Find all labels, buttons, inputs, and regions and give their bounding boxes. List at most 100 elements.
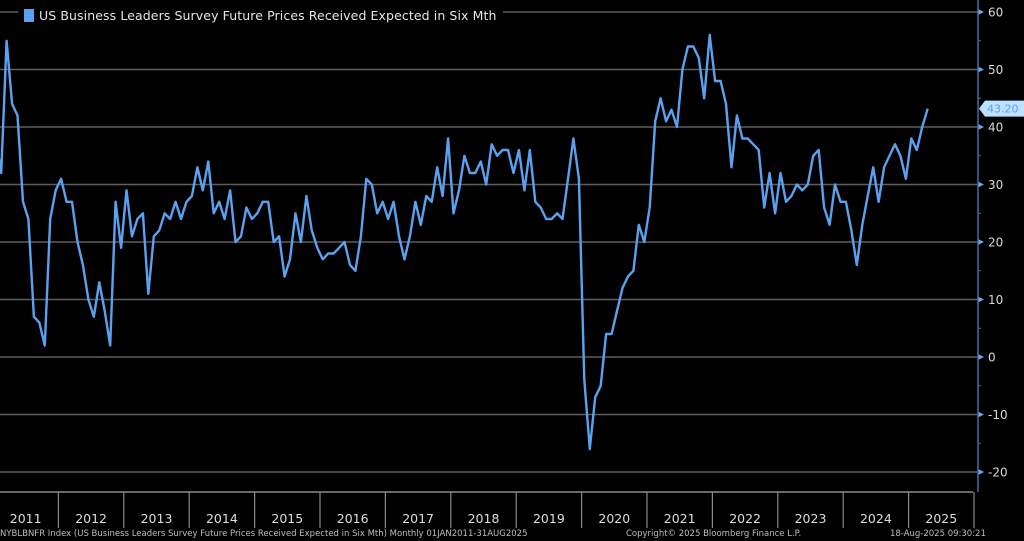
y-tick-label: 0 [988, 351, 996, 365]
data-point [496, 155, 498, 157]
y-tick-label: 20 [988, 236, 1003, 250]
data-point [6, 40, 8, 42]
data-point [169, 218, 171, 220]
data-point [300, 241, 302, 243]
y-tick-label: -10 [988, 408, 1008, 422]
data-point [262, 201, 264, 203]
y-tick-label: 30 [988, 178, 1003, 192]
data-point [88, 299, 90, 301]
y-tick-mark [978, 469, 984, 475]
data-point [524, 190, 526, 192]
data-point [682, 69, 684, 71]
y-tick-label: 40 [988, 121, 1003, 135]
data-point [693, 46, 695, 48]
y-tick-label: 10 [988, 293, 1003, 307]
data-point [246, 207, 248, 209]
data-point [818, 149, 820, 151]
data-point [327, 253, 329, 255]
data-point [420, 224, 422, 226]
data-point [753, 144, 755, 146]
data-point [409, 236, 411, 238]
data-point [257, 213, 259, 215]
x-tick-label: 2014 [206, 511, 238, 526]
data-point [736, 115, 738, 117]
data-point [131, 236, 133, 238]
data-point [349, 264, 351, 266]
data-point [714, 80, 716, 82]
data-point [11, 103, 13, 105]
data-point [191, 195, 193, 197]
data-point [774, 213, 776, 215]
data-point [622, 287, 624, 289]
data-point [883, 167, 885, 169]
data-point [927, 108, 929, 110]
data-point [398, 236, 400, 238]
series-layer [0, 33, 929, 451]
data-point [464, 155, 466, 157]
footer-timestamp: 18-Aug-2025 09:30:21 [890, 529, 986, 539]
data-point [665, 121, 667, 123]
x-tick-label: 2020 [598, 511, 630, 526]
data-point [889, 155, 891, 157]
data-point [355, 270, 357, 272]
data-point [491, 144, 493, 146]
data-point [295, 213, 297, 215]
data-point [823, 207, 825, 209]
data-point [616, 310, 618, 312]
data-point [344, 241, 346, 243]
data-point [44, 345, 46, 347]
data-point [229, 190, 231, 192]
data-point [475, 172, 477, 174]
footer-copyright: Copyright© 2025 Bloomberg Finance L.P. [626, 529, 802, 539]
data-point [649, 207, 651, 209]
data-point [654, 121, 656, 123]
data-point [633, 270, 635, 272]
x-tick-label: 2013 [141, 511, 173, 526]
data-point [856, 264, 858, 266]
data-point [109, 345, 111, 347]
data-point [17, 115, 19, 117]
data-point [507, 149, 509, 151]
data-point [720, 80, 722, 82]
data-point [900, 155, 902, 157]
data-point [278, 236, 280, 238]
data-point [780, 172, 782, 174]
data-point [551, 218, 553, 220]
data-point [605, 333, 607, 335]
data-point [796, 184, 798, 186]
x-tick-label: 2018 [468, 511, 500, 526]
last-value-marker: 43.20 [979, 100, 1024, 117]
data-point [371, 184, 373, 186]
data-point [284, 276, 286, 278]
x-tick-label: 2022 [729, 511, 761, 526]
data-point [55, 190, 57, 192]
data-point [393, 201, 395, 203]
y-tick-mark [978, 9, 984, 15]
data-point [703, 98, 705, 100]
data-point [148, 293, 150, 295]
data-point [77, 241, 79, 243]
data-point [567, 178, 569, 180]
data-point [742, 138, 744, 140]
data-point [802, 190, 804, 192]
data-point [142, 213, 144, 215]
last-value-badge [979, 100, 1024, 117]
data-point [33, 316, 35, 318]
data-point [573, 138, 575, 140]
data-point [153, 236, 155, 238]
data-point [872, 167, 874, 169]
data-point [186, 201, 188, 203]
data-point [442, 195, 444, 197]
data-point [747, 138, 749, 140]
x-tick-label: 2023 [795, 511, 827, 526]
data-point [589, 448, 591, 450]
y-tick-mark [978, 66, 984, 73]
data-point [235, 241, 237, 243]
y-tick-mark [978, 239, 984, 245]
data-point [905, 178, 907, 180]
data-point [39, 322, 41, 324]
data-point [120, 247, 122, 249]
data-point [376, 213, 378, 215]
data-point [93, 316, 95, 318]
